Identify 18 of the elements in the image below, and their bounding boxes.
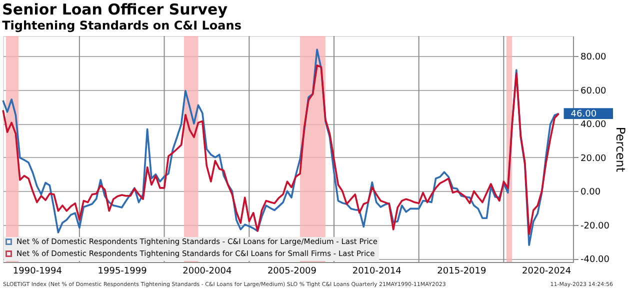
x-tick-label: 2020-2024 bbox=[522, 266, 572, 276]
y-axis-title: Percent bbox=[614, 126, 628, 172]
x-tick-label: 2010-2014 bbox=[352, 266, 402, 276]
x-tick-label: 2015-2019 bbox=[437, 266, 487, 276]
chart-subtitle: Tightening Standards on C&I Loans bbox=[2, 18, 242, 32]
y-tick-label: 60.00 bbox=[580, 86, 607, 96]
x-tick-label: 1995-1999 bbox=[98, 266, 148, 276]
x-tick-label: 2005-2009 bbox=[267, 266, 317, 276]
chart-title: Senior Loan Officer Survey bbox=[2, 0, 228, 18]
y-tick-label: -20.00 bbox=[580, 221, 610, 232]
x-tick-label: 2000-2004 bbox=[182, 266, 232, 276]
y-tick-label: 20.00 bbox=[580, 154, 607, 164]
y-tick-label: 40.00 bbox=[580, 120, 607, 130]
y-tick-label: 80.00 bbox=[580, 52, 607, 63]
y-tick-label: 0.00 bbox=[580, 188, 601, 198]
x-tick-label: 1990-1994 bbox=[12, 266, 62, 276]
y-tick-label: -40.00 bbox=[580, 255, 610, 266]
annotation: 46.00 bbox=[570, 110, 597, 120]
